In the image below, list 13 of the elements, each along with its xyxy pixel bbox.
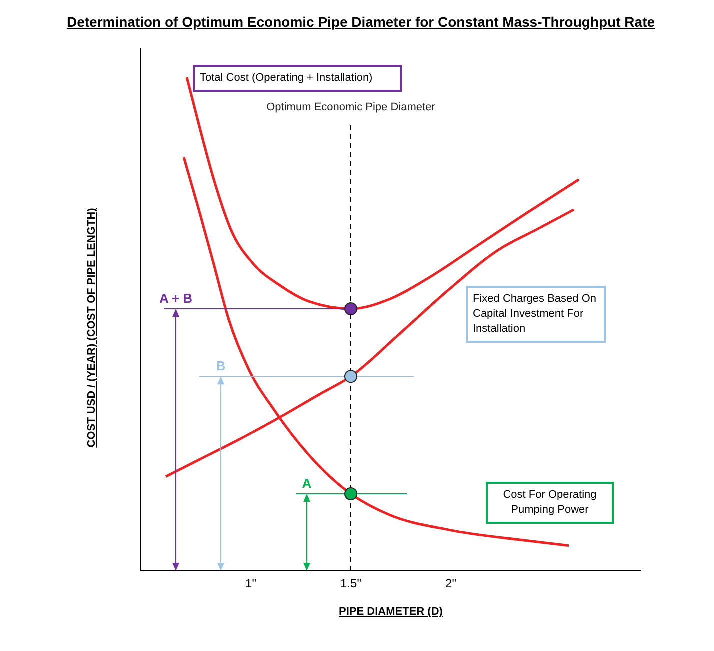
chart-title: Determination of Optimum Economic Pipe Diameter for Constant Mass-Throughput Rate [66,14,656,30]
series-label: Fixed Charges Based On Capital Investment For Installation [466,286,606,343]
x-tick-label: 1" [246,576,256,591]
series-label: Cost For Operating Pumping Power [486,482,614,524]
annotation: A [302,476,312,492]
ref-line-label: Optimum Economic Pipe Diameter [266,101,436,114]
x-tick-label: 2" [446,576,456,591]
annotation: A + B [159,291,193,306]
x-tick-label: 1.5" [340,576,362,591]
x-axis-title: PIPE DIAMETER (D) [339,606,444,618]
y-axis-title: COST USD / (YEAR) (COST OF PIPE LENGTH) [86,208,98,448]
series-label: Total Cost (Operating + Installation) [193,65,402,92]
annotation: B [216,358,226,374]
